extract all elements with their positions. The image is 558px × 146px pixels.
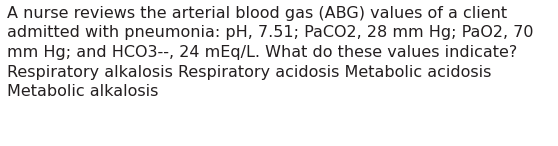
Text: A nurse reviews the arterial blood gas (ABG) values of a client
admitted with pn: A nurse reviews the arterial blood gas (…	[7, 6, 534, 99]
